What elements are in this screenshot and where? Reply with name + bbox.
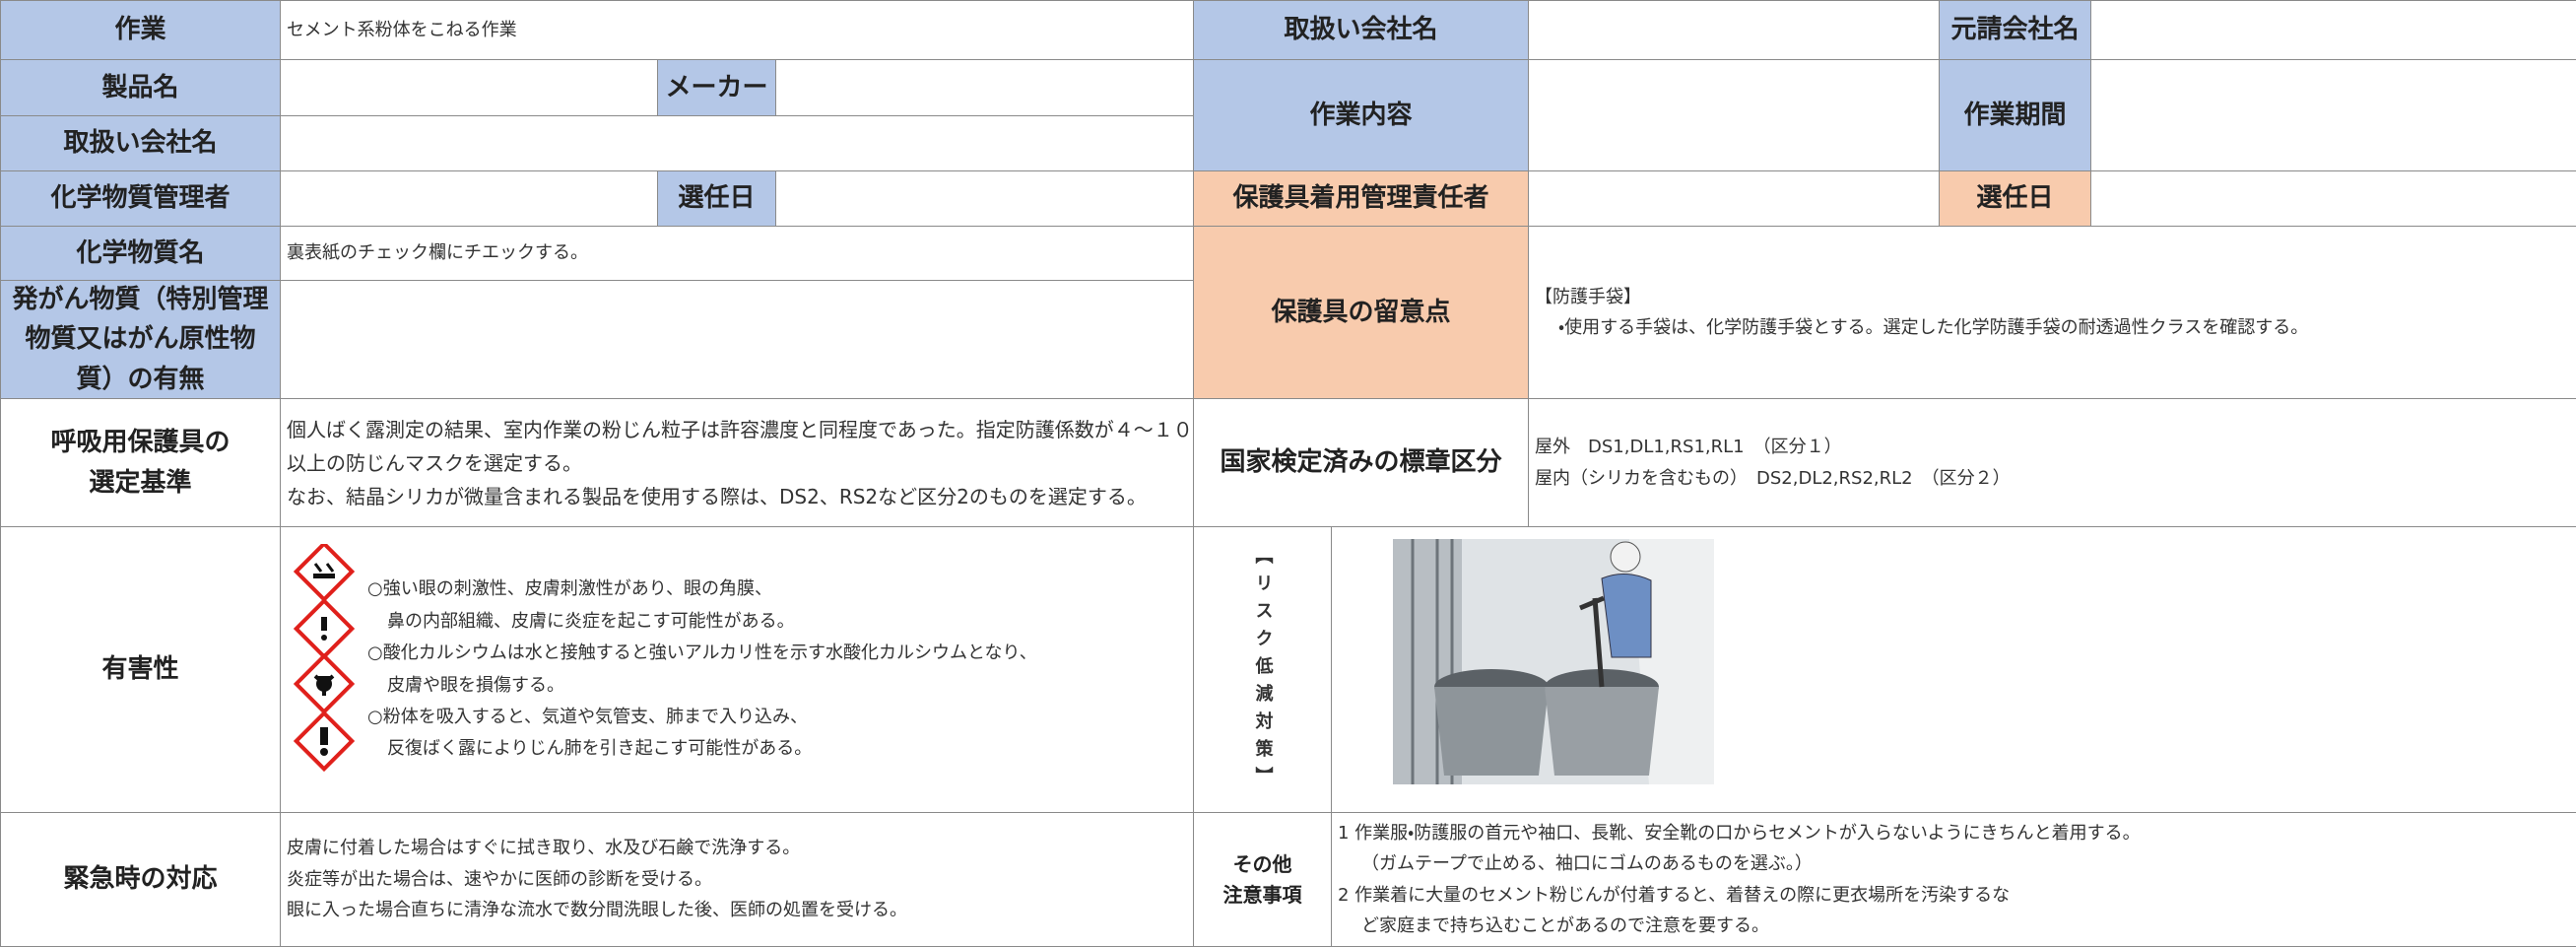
label: 国家検定済みの標章区分 — [1193, 398, 1529, 527]
value — [280, 280, 1194, 399]
label: 取扱い会社名 — [0, 115, 281, 171]
text-line: その他 — [1232, 851, 1292, 876]
label: 作業 — [0, 0, 281, 60]
text-line: 保護具着用管理責任者 — [1232, 183, 1489, 214]
text-line: ○酸化カルシウムは水と接触すると強いアルカリ性を示す水酸化カルシウムとなり、 — [367, 643, 1037, 664]
label: 保護具着用管理責任者 — [1193, 170, 1529, 227]
value — [1528, 170, 1940, 227]
text-line: メーカー — [665, 72, 768, 102]
value: 裏表紙のチェック欄にチエックする。 — [280, 226, 1194, 281]
text-line: 発がん物質（特別管理 — [12, 285, 269, 315]
text-line: 注意事項 — [1222, 882, 1302, 907]
text-line: 取扱い会社名 — [1284, 15, 1438, 45]
label: 元請会社名 — [1939, 0, 2091, 60]
text-line: セメント系粉体をこねる作業 — [287, 19, 517, 40]
value: 【防護手袋】・使用する手袋は、化学防護手袋とする。選定した化学防護手袋の耐透過性… — [1528, 226, 2576, 399]
text-line: 緊急時の対応 — [63, 864, 218, 895]
work-illustration — [1393, 539, 1714, 784]
text-line: 物質又はがん原性物 — [25, 324, 256, 355]
label: 保護具の留意点 — [1193, 226, 1529, 399]
text-line: 屋内（シリカを含むもの） DS2,DL2,RS2,RL2 （区分２） — [1535, 467, 2011, 489]
text-line: 皮膚や眼を損傷する。 — [387, 674, 564, 696]
label: 選任日 — [657, 170, 776, 227]
value — [280, 59, 658, 116]
text-line: 化学物質名 — [76, 237, 205, 268]
text-line: 【リスク低減対策】 — [1252, 545, 1274, 794]
label: 発がん物質（特別管理 物質又はがん原性物 質）の有無 — [0, 280, 281, 399]
value — [1528, 0, 1940, 60]
value — [2090, 0, 2576, 60]
text-line: 反復ばく露によりじん肺を引き起こす可能性がある。 — [387, 738, 813, 760]
value — [2090, 59, 2576, 171]
text-line: 取扱い会社名 — [63, 128, 218, 159]
value: 屋外 DS1,DL1,RS1,RL1 （区分１） 屋内（シリカを含むもの） DS2… — [1528, 398, 2576, 527]
text-line: 化学物質管理者 — [50, 183, 231, 214]
text-line: 選任日 — [678, 183, 756, 214]
text-line: 選任日 — [1976, 183, 2054, 214]
value: ○強い眼の刺激性、皮膚刺激性があり、眼の角膜、鼻の内部組織、皮膚に炎症を起こす可… — [280, 526, 1194, 813]
value — [280, 170, 658, 227]
text-line: 眼に入った場合直ちに清浄な流水で数分間洗眼した後、医師の処置を受ける。 — [287, 900, 907, 921]
value: セメント系粉体をこねる作業 — [280, 0, 1194, 60]
text-line: 国家検定済みの標章区分 — [1220, 447, 1502, 478]
text-line: 1 作業服・防護服の首元や袖口、長靴、安全靴の口からセメントが入らないようにきち… — [1338, 822, 2141, 844]
value: 1 作業服・防護服の首元や袖口、長靴、安全靴の口からセメントが入らないようにきち… — [1331, 812, 2576, 947]
text-line: 有害性 — [101, 654, 179, 685]
text-line: 裏表紙のチェック欄にチエックする。 — [287, 242, 588, 264]
text-line: 以上の防じんマスクを選定する。 — [287, 450, 582, 475]
text-line: 個人ばく露測定の結果、室内作業の粉じん粒子は許容濃度と同程度であった。指定防護係… — [287, 417, 1193, 441]
text-line: ○強い眼の刺激性、皮膚刺激性があり、眼の角膜、 — [367, 578, 772, 600]
text-line: なお、結晶シリカが微量含まれる製品を使用する際は、DS2、RS2など区分2のもの… — [287, 484, 1147, 508]
value — [2090, 170, 2576, 227]
text-line: 作業期間 — [1963, 100, 2067, 130]
text-line: 作業内容 — [1309, 100, 1413, 130]
label: メーカー — [657, 59, 776, 116]
text-line: 製品名 — [101, 72, 179, 102]
label: 作業期間 — [1939, 59, 2091, 171]
label: 取扱い会社名 — [1193, 0, 1529, 60]
text-line: 選定基準 — [89, 467, 192, 498]
value: 個人ばく露測定の結果、室内作業の粉じん粒子は許容濃度と同程度であった。指定防護係… — [280, 398, 1194, 527]
label: 緊急時の対応 — [0, 812, 281, 947]
value — [775, 170, 1194, 227]
value — [775, 59, 1194, 116]
text-line: ・使用する手袋は、化学防護手袋とする。選定した化学防護手袋の耐透過性クラスを確認… — [1558, 317, 2309, 338]
text-line: 皮膚に付着した場合はすぐに拭き取り、水及び石鹸で洗浄する。 — [287, 838, 801, 859]
label: 化学物質管理者 — [0, 170, 281, 227]
text-line: 呼吸用保護具の — [50, 428, 231, 458]
text-line: ど家庭まで持ち込むことがあるので注意を要する。 — [1361, 915, 1769, 936]
text-line: 鼻の内部組織、皮膚に炎症を起こす可能性がある。 — [387, 610, 795, 632]
label: 作業内容 — [1193, 59, 1529, 171]
label: 製品名 — [0, 59, 281, 116]
value — [1528, 59, 1940, 171]
label: 呼吸用保護具の 選定基準 — [0, 398, 281, 527]
text-line: （ガムテープで止める、袖口にゴムのあるものを選ぶ。） — [1361, 853, 1813, 874]
text-line: 2 作業着に大量のセメント粉じんが付着すると、着替えの際に更衣場所を汚染するな — [1338, 884, 2011, 906]
label: 化学物質名 — [0, 226, 281, 281]
value — [280, 115, 1194, 171]
text-line: 【防護手袋】 — [1535, 286, 1641, 307]
text-line: 保護具の留意点 — [1271, 297, 1451, 327]
hazard-pictograms — [293, 544, 356, 773]
text-line: 作業 — [114, 15, 166, 45]
value: 皮膚に付着した場合はすぐに拭き取り、水及び石鹸で洗浄する。 炎症等が出た場合は、速… — [280, 812, 1194, 947]
text-line: ○粉体を吸入すると、気道や気管支、肺まで入り込み、 — [367, 706, 808, 727]
label: 選任日 — [1939, 170, 2091, 227]
label: その他 注意事項 — [1193, 812, 1332, 947]
text-line: 元請会社名 — [1950, 15, 2080, 45]
label: 【リスク低減対策】 — [1193, 526, 1332, 813]
text-line: 質）の有無 — [76, 364, 205, 394]
text-line: 屋外 DS1,DL1,RS1,RL1 （区分１） — [1535, 437, 1842, 457]
text-line: 炎症等が出た場合は、速やかに医師の診断を受ける。 — [287, 868, 712, 890]
label: 有害性 — [0, 526, 281, 813]
